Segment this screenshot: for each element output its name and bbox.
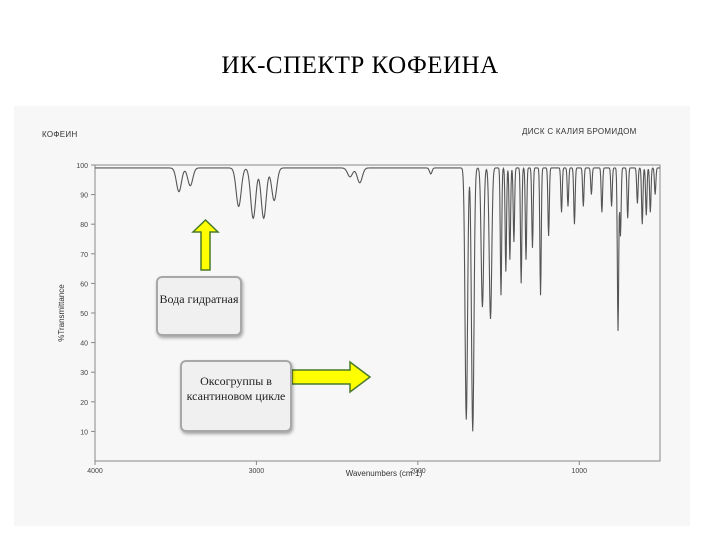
callout-water: Вода гидратная	[156, 276, 242, 336]
y-tick-label: 20	[80, 400, 88, 407]
y-tick-label: 100	[76, 163, 88, 170]
y-axis: 10 20 30 40 50 60 70 80 90 100	[76, 163, 95, 436]
y-tick-label: 10	[80, 429, 88, 436]
callout-oxo-groups: Оксогруппы в ксантиновом цикле	[180, 360, 292, 432]
x-axis: 4000 3000 2000 1000	[87, 461, 587, 475]
spectrum-trace	[95, 166, 660, 432]
y-tick-label: 30	[80, 370, 88, 377]
spectrum-scan: КОФЕИН ДИСК С КАЛИЯ БРОМИДОМ 10 20 30 40 50 6…	[14, 106, 690, 526]
y-tick-label: 50	[80, 311, 88, 318]
right-arrow-icon	[291, 360, 372, 394]
up-arrow-icon	[191, 218, 220, 271]
y-axis-label: %Transmittance	[57, 284, 66, 342]
ir-spectrum-chart: 10 20 30 40 50 60 70 80 90 100 4000 3000 2000 1000 W…	[57, 163, 661, 478]
x-axis-label: Wavenumbers (cm-1)	[346, 469, 423, 478]
slide-title: ИК-СПЕКТР КОФЕИНА	[221, 52, 499, 79]
y-tick-label: 90	[80, 193, 88, 200]
x-tick-label: 3000	[249, 468, 265, 475]
y-tick-label: 70	[80, 252, 88, 259]
y-tick-label: 60	[80, 281, 88, 288]
x-tick-label: 4000	[87, 468, 103, 475]
y-tick-label: 40	[80, 341, 88, 348]
sample-label: КОФЕИН	[42, 130, 78, 139]
method-label: ДИСК С КАЛИЯ БРОМИДОМ	[522, 127, 637, 136]
y-tick-label: 80	[80, 222, 88, 229]
x-tick-label: 1000	[571, 468, 587, 475]
x-tick-label: 2000	[410, 468, 426, 475]
